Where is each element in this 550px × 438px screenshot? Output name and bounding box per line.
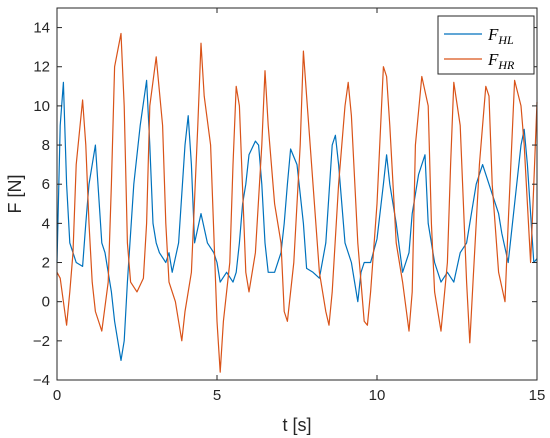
legend: FHL FHR <box>437 15 535 75</box>
y-tick-label: −4 <box>33 372 50 389</box>
y-tick-label: 2 <box>42 255 50 272</box>
x-tick-label: 10 <box>369 387 386 404</box>
y-tick-label: 8 <box>42 137 50 154</box>
series-layer <box>56 32 538 373</box>
legend-box <box>437 15 535 75</box>
series-line-hr <box>56 32 538 373</box>
legend-label: FHL <box>487 25 514 47</box>
legend-label: FHR <box>487 50 515 72</box>
x-axis-title: t [s] <box>282 415 311 435</box>
y-tick-label: 6 <box>42 176 50 193</box>
x-tick-label: 0 <box>53 387 61 404</box>
x-tick-label: 5 <box>213 387 221 404</box>
axes-box <box>56 7 538 381</box>
y-tick-label: 4 <box>42 215 50 232</box>
y-tick-label: 12 <box>33 59 50 76</box>
y-tick-label: 0 <box>42 294 50 311</box>
series-line-hl <box>56 79 538 361</box>
y-axis-title: F [N] <box>5 175 25 214</box>
y-tick-label: −2 <box>33 333 50 350</box>
x-tick-label: 15 <box>529 387 546 404</box>
axes-layer: 0 5 10 15 −4 −2 0 2 4 6 8 10 12 14 <box>33 7 546 404</box>
y-tick-label: 10 <box>33 98 50 115</box>
y-tick-label: 14 <box>33 20 50 37</box>
